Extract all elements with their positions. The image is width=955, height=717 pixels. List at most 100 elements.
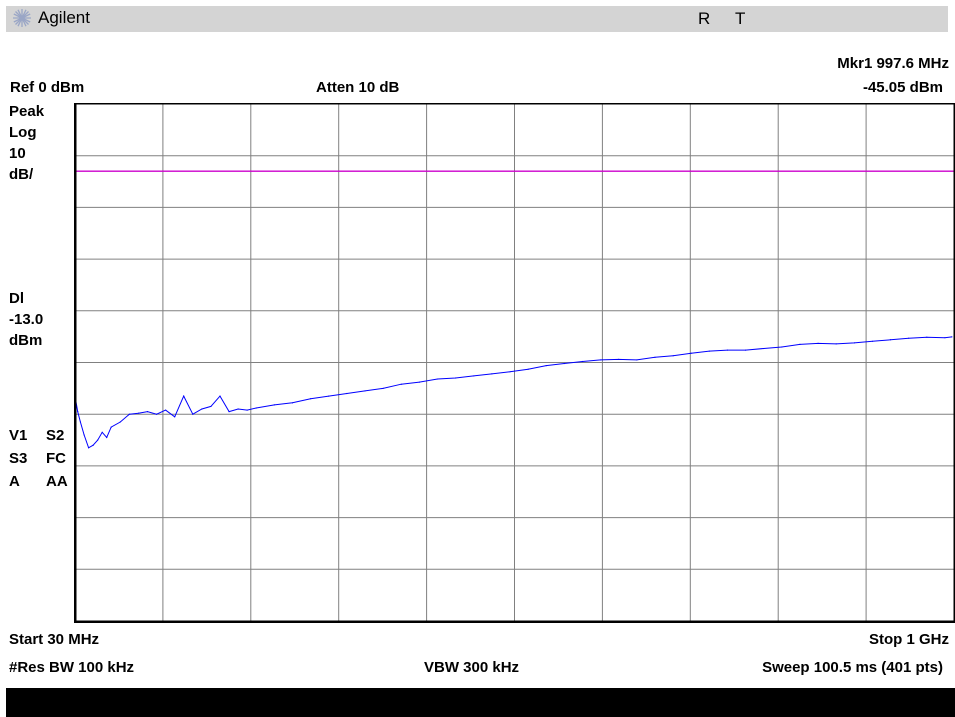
agilent-logo-icon [13, 9, 31, 27]
trace-point [201, 408, 203, 410]
trace-point [908, 337, 910, 339]
title-strip [6, 6, 948, 32]
trace-point [137, 412, 140, 414]
trace-point [83, 434, 85, 436]
brand: Agilent [12, 7, 90, 29]
trace-point [871, 340, 874, 342]
trace-point [128, 413, 130, 415]
trace-point [255, 407, 257, 409]
trace-points [74, 336, 953, 449]
scale-type-label: Log [9, 124, 37, 141]
trace-point [346, 392, 348, 395]
trace-point [672, 355, 674, 357]
trace-point [155, 413, 158, 415]
trace-point [817, 342, 819, 344]
annotation-aa: AA [46, 473, 68, 490]
remote-indicator: R [698, 9, 711, 28]
trace-point [228, 411, 230, 413]
trace-point [400, 383, 402, 385]
trace-point [944, 337, 946, 339]
trace-point [853, 342, 855, 344]
trace-point [454, 377, 457, 379]
marker-frequency: Mkr1 997.6 MHz [837, 55, 949, 72]
scale-value-label: 10 [9, 145, 26, 162]
annotation-v1: V1 [9, 427, 28, 444]
scale-unit-label: dB/ [9, 166, 34, 183]
trace-point [744, 349, 747, 351]
trace-point [219, 395, 221, 397]
start-frequency: Start 30 MHz [9, 631, 100, 648]
trace-point [273, 404, 275, 406]
trace-point [951, 336, 953, 338]
annotation-fc: FC [46, 450, 66, 467]
annotation-a: A [9, 473, 20, 490]
trace-point [436, 378, 439, 380]
plot-grid [74, 103, 955, 623]
trace-point [79, 421, 82, 423]
trace-point [92, 444, 94, 446]
trace-point [291, 402, 294, 404]
trace-point [418, 381, 420, 383]
trace-point [210, 405, 212, 408]
spectrum-trace [74, 336, 952, 449]
video-bandwidth: VBW 300 kHz [424, 659, 520, 676]
display-line-unit: dBm [9, 332, 43, 349]
brand-name: Agilent [38, 8, 90, 27]
trace-point [581, 360, 584, 363]
annotation-s2: S2 [46, 427, 65, 444]
trace-point [77, 411, 79, 413]
marker-amplitude: -45.05 dBm [862, 79, 943, 96]
trace-point [87, 447, 90, 449]
trace-point [246, 409, 248, 411]
trace-point [545, 365, 547, 367]
trace-point [237, 408, 239, 410]
trace-point [527, 368, 529, 370]
trace-point [364, 390, 366, 392]
trace-point [473, 375, 475, 377]
trace-point [174, 416, 176, 418]
display-line-value: -13.0 [9, 311, 44, 328]
plot-frame [74, 103, 955, 623]
trace-point [382, 387, 384, 389]
trace-point [708, 350, 710, 352]
trace-point [491, 373, 493, 375]
spectrum-plot-svg [74, 103, 955, 623]
trace-point [563, 362, 565, 365]
trace-point [599, 359, 602, 361]
trace-point [799, 343, 801, 346]
stop-frequency: Stop 1 GHz [868, 631, 949, 648]
trace-point [97, 439, 99, 441]
spectrum-plot[interactable] [74, 103, 955, 623]
trace-point [146, 411, 149, 413]
trace-point [192, 413, 194, 415]
trace-point [509, 371, 511, 373]
trace-point [726, 349, 729, 351]
sweep-time: Sweep 100.5 ms (401 pts) [762, 659, 943, 676]
trace-point [763, 347, 765, 350]
trace-point [101, 431, 103, 433]
trace-point [110, 426, 112, 428]
trace-point [781, 346, 783, 348]
trace-point [119, 421, 121, 423]
trace-point [618, 358, 620, 360]
resolution-bandwidth: #Res BW 100 kHz [9, 659, 135, 676]
trigger-indicator: T [735, 9, 746, 28]
trace-point [328, 395, 330, 397]
title-bar: Agilent R T [0, 0, 955, 34]
trace-point [690, 352, 692, 354]
trace-point [183, 395, 185, 397]
trace-point [889, 339, 892, 341]
reference-level: Ref 0 dBm [10, 79, 85, 96]
display-line-label: Dl [9, 290, 24, 307]
detector-label: Peak [9, 103, 45, 120]
trace-point [926, 336, 928, 338]
attenuation: Atten 10 dB [316, 79, 400, 96]
trace-point [106, 436, 108, 439]
trace-point [636, 359, 638, 361]
trace-point [835, 343, 837, 345]
annotation-s3: S3 [9, 450, 28, 467]
trace-point [654, 356, 656, 358]
trace-point [310, 398, 312, 400]
trace-point [165, 409, 167, 411]
softkey-bar [6, 688, 955, 717]
